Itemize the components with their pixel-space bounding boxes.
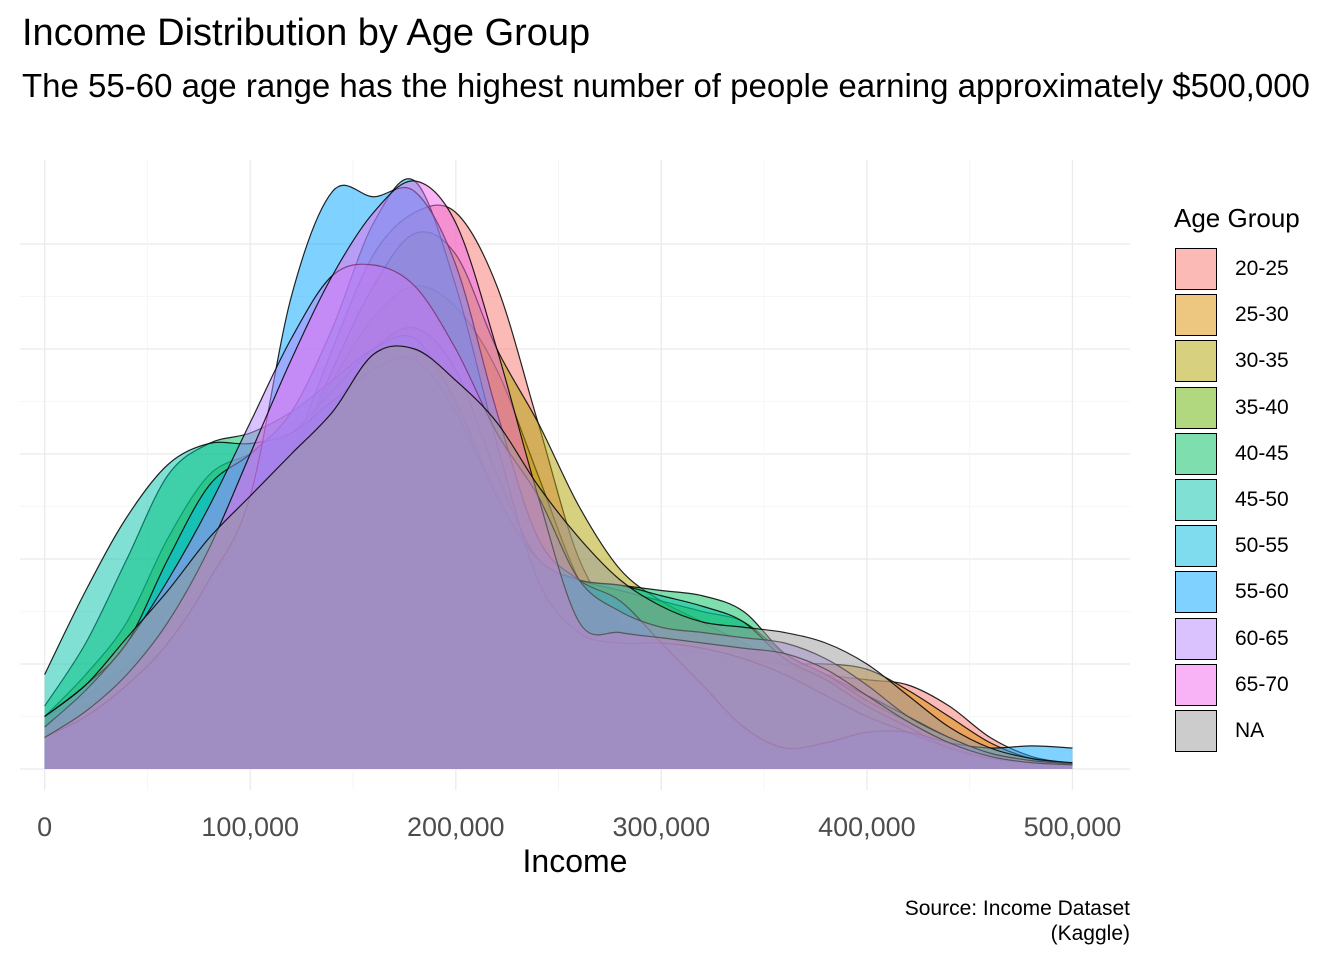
legend-swatch [1175,617,1217,660]
legend-item: 45-50 [1175,478,1335,524]
legend-swatch [1175,479,1217,521]
legend-swatch [1175,525,1217,568]
caption-line-2: (Kaggle) [1050,922,1130,945]
x-tick-label: 100,000 [201,812,299,842]
x-tick-label: 500,000 [1024,812,1122,842]
legend-item: 30-35 [1175,339,1335,385]
legend-label: 20-25 [1235,257,1289,280]
legend-label: NA [1235,719,1265,742]
legend-label: 35-40 [1235,395,1289,419]
x-tick-label: 0 [37,812,52,842]
legend-title: Age Group [1174,203,1300,233]
legend-swatch [1175,663,1217,706]
legend-item: 40-45 [1175,432,1335,478]
legend-item: 55-60 [1175,570,1335,616]
density-outline-na [44,345,1073,764]
chart-subtitle: The 55-60 age range has the highest numb… [22,67,1310,104]
density-areas [44,178,1073,770]
legend-swatch [1175,248,1217,290]
legend-label: 30-35 [1235,349,1289,373]
legend-item: 60-65 [1175,617,1335,663]
caption-line-1: Source: Income Dataset [904,897,1130,920]
source-caption: Source: Income Dataset (Kaggle) [830,896,1130,946]
legend-item: 35-40 [1175,386,1335,432]
legend-swatch [1175,340,1217,383]
legend-item: NA [1175,709,1335,755]
legend-swatch [1175,710,1217,752]
x-axis-ticks: 0 100,000 200,000 300,000 400,000 500,000 [37,812,1121,842]
legend-label: 60-65 [1235,626,1289,650]
legend-label: 25-30 [1235,303,1289,327]
legend-item: 50-55 [1175,524,1335,570]
x-axis-label: Income [522,843,628,879]
legend-label: 40-45 [1235,441,1289,465]
legend-swatch [1175,432,1217,475]
density-area-na [44,345,1073,769]
legend-label: 55-60 [1235,580,1289,604]
legend-label: 50-55 [1235,534,1289,558]
chart-title: Income Distribution by Age Group [22,12,591,54]
legend-item: 25-30 [1175,293,1335,339]
legend-item: 20-25 [1175,247,1335,293]
x-tick-label: 200,000 [407,812,505,842]
x-tick-label: 300,000 [613,812,711,842]
legend-swatch [1175,386,1217,429]
legend-swatch [1175,571,1217,614]
legend-label: 45-50 [1235,488,1289,511]
legend-item: 65-70 [1175,663,1335,709]
x-tick-label: 400,000 [818,812,916,842]
legend-label: 65-70 [1235,672,1289,696]
legend-swatch [1175,294,1217,337]
